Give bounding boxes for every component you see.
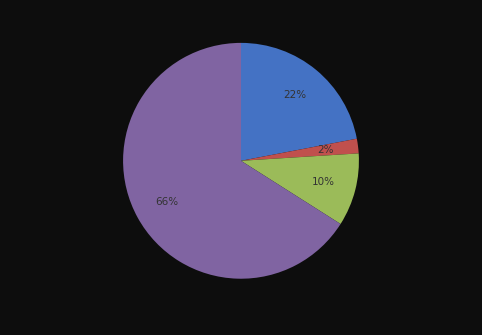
Wedge shape bbox=[241, 43, 357, 161]
Wedge shape bbox=[241, 153, 359, 224]
Text: 10%: 10% bbox=[312, 177, 335, 187]
Wedge shape bbox=[123, 43, 341, 279]
Text: 2%: 2% bbox=[317, 145, 334, 155]
Text: 66%: 66% bbox=[155, 197, 178, 207]
Wedge shape bbox=[241, 139, 359, 161]
Text: 22%: 22% bbox=[283, 90, 307, 100]
